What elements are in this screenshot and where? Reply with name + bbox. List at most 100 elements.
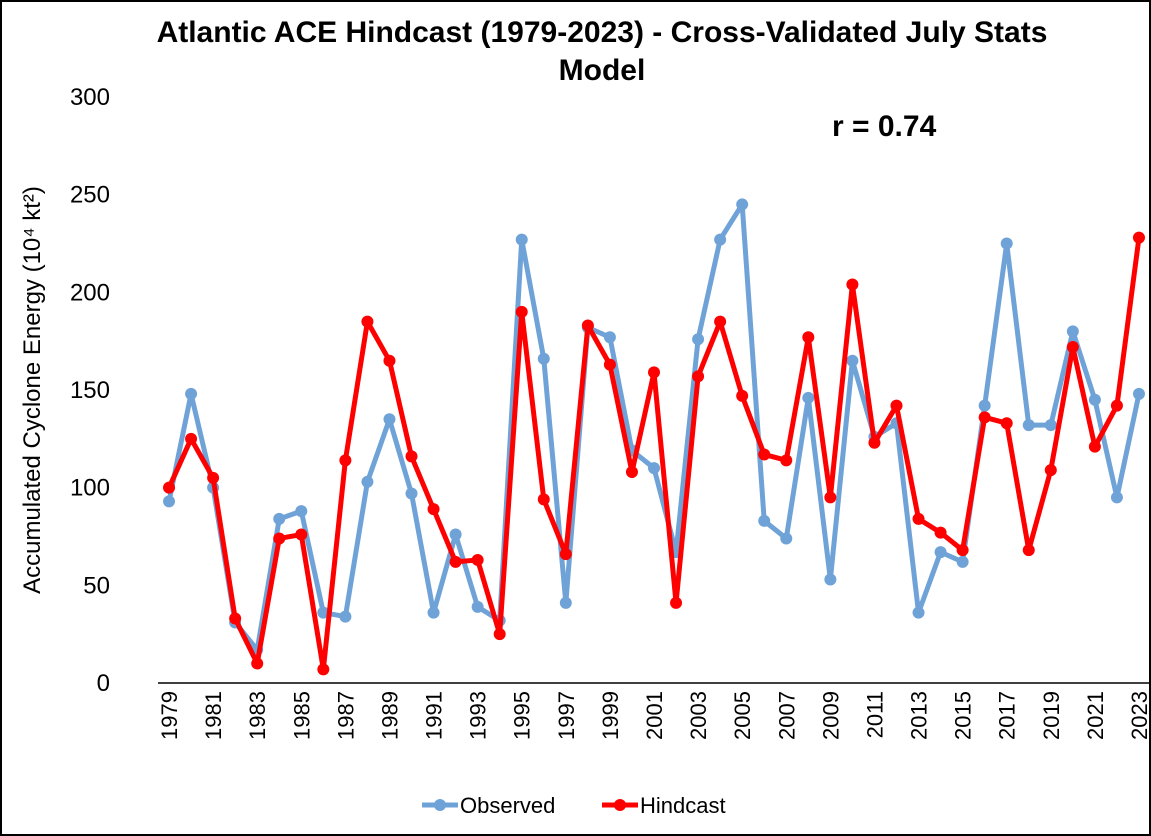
point: [824, 491, 837, 504]
point: [163, 495, 176, 508]
x-tick-label: 1993: [466, 691, 491, 740]
x-tick-label: 1991: [422, 691, 447, 740]
point: [780, 454, 793, 467]
point: [559, 596, 572, 609]
point: [714, 233, 727, 246]
point: [537, 352, 550, 365]
x-tick-label: 1997: [554, 691, 579, 740]
point: [625, 466, 638, 479]
x-tick-label: 2003: [686, 691, 711, 740]
x-tick-label: 2017: [995, 691, 1020, 740]
x-tick-label: 2001: [642, 691, 667, 740]
point: [603, 358, 616, 371]
point: [758, 448, 771, 461]
point: [295, 528, 308, 541]
point: [1066, 341, 1079, 354]
point: [471, 600, 484, 613]
point: [427, 503, 440, 516]
point: [846, 354, 859, 367]
point: [317, 663, 330, 676]
point: [515, 233, 528, 246]
point: [912, 606, 925, 619]
point: [559, 548, 572, 561]
y-tick-label: 150: [70, 377, 110, 404]
point: [648, 366, 660, 379]
x-tick-label: 1983: [245, 691, 270, 740]
point: [978, 399, 991, 412]
point: [978, 411, 991, 424]
point: [934, 526, 947, 539]
point: [824, 573, 837, 586]
point: [339, 610, 352, 623]
point: [405, 487, 418, 500]
annotation: r = 0.74: [832, 110, 937, 143]
x-tick-label: 2011: [862, 691, 887, 738]
point: [339, 454, 352, 467]
x-tick-label: 1999: [598, 691, 623, 740]
x-tick-label: 1987: [333, 691, 358, 740]
point: [670, 596, 683, 609]
point: [229, 612, 242, 625]
y-tick-label: 200: [70, 279, 110, 306]
x-tick-label: 2019: [1039, 691, 1064, 740]
x-tick-label: 1981: [201, 691, 226, 740]
y-tick-label: 100: [70, 475, 110, 502]
point: [185, 387, 198, 400]
x-tick-label: 2005: [730, 691, 755, 740]
x-tick-label: 2021: [1083, 691, 1108, 740]
point: [493, 628, 506, 641]
point: [1000, 417, 1013, 430]
legend-marker: [434, 799, 446, 811]
point: [846, 278, 859, 291]
point: [207, 471, 220, 484]
x-tick-label: 1979: [157, 691, 182, 740]
point: [912, 512, 925, 525]
series-line: [166, 201, 1142, 653]
point: [383, 413, 396, 426]
point: [471, 553, 484, 566]
point: [427, 606, 440, 619]
point: [163, 481, 176, 494]
x-tick-label: 1995: [510, 691, 535, 740]
x-tick-label: 2013: [907, 691, 932, 740]
point: [758, 514, 771, 527]
y-axis-label: Accumulated Cyclone Energy (10⁴ kt²): [19, 186, 46, 594]
x-tick-label: 2023: [1127, 691, 1149, 740]
x-tick-label: 2015: [951, 691, 976, 740]
point: [581, 319, 594, 332]
point: [251, 657, 264, 670]
point: [295, 505, 308, 518]
x-tick-label: 1985: [289, 691, 314, 740]
chart-title: Atlantic ACE Hindcast (1979-2023) - Cros…: [156, 16, 1048, 87]
point: [273, 512, 286, 525]
point: [1088, 393, 1101, 406]
point: [780, 532, 793, 545]
point: [868, 436, 881, 449]
point: [361, 315, 374, 328]
point: [1066, 325, 1079, 338]
y-tick-label: 50: [83, 572, 110, 599]
point: [273, 532, 286, 545]
legend-label: Observed: [460, 793, 555, 818]
point: [405, 450, 418, 463]
x-tick-label: 2007: [774, 691, 799, 740]
point: [449, 528, 462, 541]
point: [1132, 231, 1145, 244]
point: [802, 391, 815, 404]
y-tick-label: 0: [97, 670, 110, 697]
legend-marker: [614, 799, 626, 811]
point: [449, 555, 462, 568]
x-tick-label: 1989: [377, 691, 402, 740]
point: [956, 544, 969, 557]
point: [1110, 491, 1123, 504]
point: [1110, 399, 1123, 412]
point: [802, 331, 815, 344]
point: [383, 354, 396, 367]
point: [317, 606, 330, 619]
point: [692, 370, 705, 383]
point: [692, 333, 705, 346]
y-tick-label: 300: [70, 84, 110, 111]
series-line: [166, 237, 1142, 672]
